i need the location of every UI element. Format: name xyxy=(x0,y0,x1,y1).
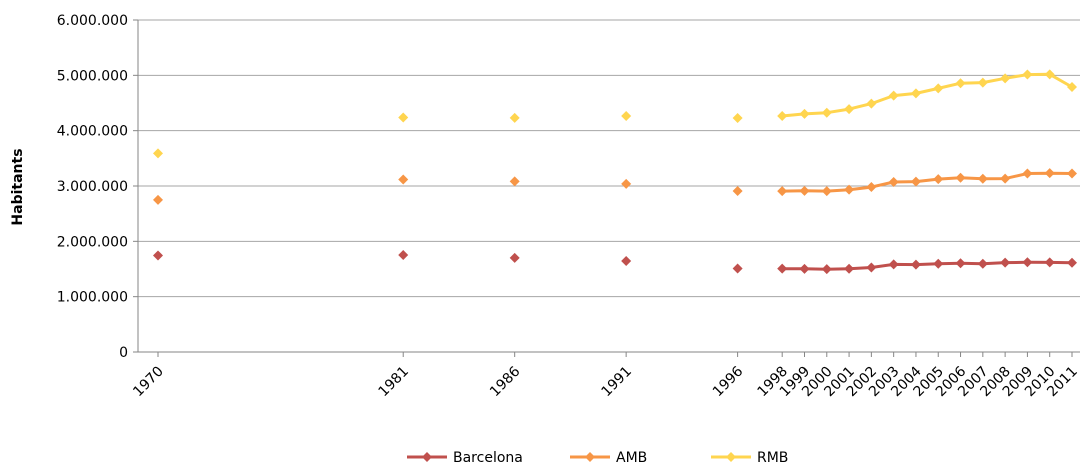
data-point-rmb xyxy=(955,78,966,89)
data-point-rmb xyxy=(398,112,409,123)
legend-item-barcelona: Barcelona xyxy=(407,450,523,465)
y-axis-title: Habitants xyxy=(10,148,26,225)
legend-label: RMB xyxy=(757,450,788,465)
data-point-barcelona xyxy=(1044,257,1055,268)
data-point-rmb xyxy=(777,111,788,122)
data-point-barcelona xyxy=(1067,257,1077,268)
data-point-rmb xyxy=(888,90,899,101)
x-tick-labels: 1970 1981 1986 1991 1996 19981999200020012002… xyxy=(130,363,1081,400)
data-point-rmb xyxy=(153,148,163,159)
x-tick-label: 1996 xyxy=(710,363,747,400)
data-point-amb xyxy=(1044,168,1055,179)
data-point-amb xyxy=(821,186,832,197)
data-point-rmb xyxy=(821,107,832,118)
data-point-barcelona xyxy=(910,259,921,270)
data-point-rmb xyxy=(1067,81,1077,92)
x-tick-label: 1970 xyxy=(130,364,167,401)
data-point-amb xyxy=(398,174,409,185)
data-point-amb xyxy=(933,174,944,185)
y-tick-label: 2.000.000 xyxy=(57,234,128,250)
data-point-rmb xyxy=(1044,69,1055,80)
data-point-amb xyxy=(910,176,921,187)
data-point-barcelona xyxy=(821,264,832,275)
data-point-rmb xyxy=(1000,73,1011,84)
series-amb xyxy=(153,168,1077,205)
data-point-barcelona xyxy=(933,258,944,269)
legend-swatch-marker xyxy=(585,452,595,462)
y-tick-label: 4.000.000 xyxy=(57,124,128,140)
grid-lines xyxy=(138,19,1080,298)
data-point-barcelona xyxy=(777,263,788,274)
legend: Barcelona AMB RMB xyxy=(407,450,788,465)
data-point-barcelona xyxy=(509,252,520,263)
data-point-amb xyxy=(509,176,520,187)
x-tick-label: 1986 xyxy=(487,363,524,400)
y-tick-label: 3.000.000 xyxy=(57,179,128,195)
legend-label: Barcelona xyxy=(453,450,523,465)
data-point-rmb xyxy=(977,77,988,88)
data-point-barcelona xyxy=(977,258,988,269)
legend-swatch-marker xyxy=(422,452,432,462)
data-point-barcelona xyxy=(1022,257,1033,268)
data-point-rmb xyxy=(933,83,944,94)
series-rmb xyxy=(153,69,1077,159)
data-point-barcelona xyxy=(955,258,966,269)
legend-item-rmb: RMB xyxy=(711,450,788,465)
data-point-amb xyxy=(866,182,877,193)
x-tick-label: 1981 xyxy=(376,364,413,401)
y-tick-label: 6.000.000 xyxy=(57,13,128,29)
data-point-amb xyxy=(955,172,966,183)
data-point-amb xyxy=(1000,173,1011,184)
data-point-rmb xyxy=(910,88,921,99)
data-point-rmb xyxy=(799,108,810,119)
data-point-amb xyxy=(621,178,632,189)
data-point-rmb xyxy=(1022,69,1033,80)
y-tick-labels: 0 1.000.000 2.000.000 3.000.000 4.000.000 5.0… xyxy=(57,13,128,361)
data-point-barcelona xyxy=(1000,257,1011,268)
data-point-amb xyxy=(732,185,743,196)
data-point-barcelona xyxy=(621,256,632,267)
data-point-barcelona xyxy=(844,263,855,274)
data-point-rmb xyxy=(844,104,855,115)
data-point-rmb xyxy=(621,111,632,122)
data-point-amb xyxy=(1067,168,1077,179)
data-point-barcelona xyxy=(888,259,899,270)
data-point-amb xyxy=(1022,168,1033,179)
legend-label: AMB xyxy=(616,450,647,465)
data-point-amb xyxy=(977,173,988,184)
data-point-barcelona xyxy=(866,262,877,273)
data-point-amb xyxy=(777,186,788,197)
data-point-barcelona xyxy=(398,250,409,261)
data-point-rmb xyxy=(866,98,877,109)
data-point-barcelona xyxy=(153,250,163,261)
y-tick-label: 1.000.000 xyxy=(57,290,128,306)
series-barcelona xyxy=(153,250,1077,275)
data-point-amb xyxy=(799,185,810,196)
axes xyxy=(133,19,1080,357)
x-tick-label: 1991 xyxy=(598,364,635,401)
y-tick-label: 0 xyxy=(119,345,128,361)
data-point-rmb xyxy=(732,113,743,124)
y-tick-label: 5.000.000 xyxy=(57,68,128,84)
data-point-barcelona xyxy=(799,263,810,274)
data-point-barcelona xyxy=(732,263,743,274)
data-point-amb xyxy=(888,177,899,188)
data-point-amb xyxy=(153,194,163,205)
data-point-amb xyxy=(844,184,855,195)
series-group xyxy=(153,69,1077,275)
legend-item-amb: AMB xyxy=(570,450,647,465)
data-point-rmb xyxy=(509,112,520,123)
legend-swatch-marker xyxy=(726,452,736,462)
